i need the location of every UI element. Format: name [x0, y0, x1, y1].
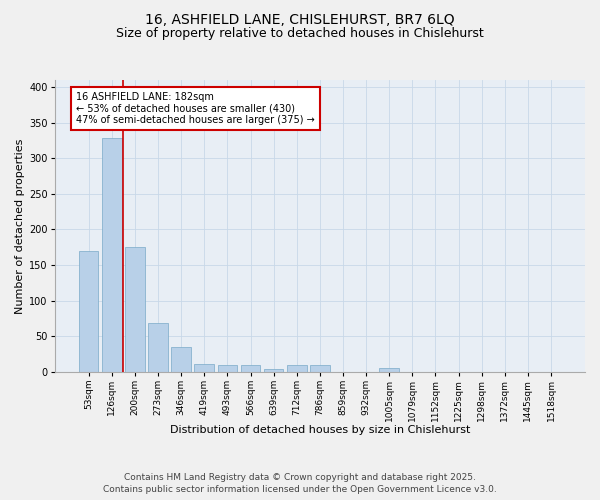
- Bar: [194, 364, 214, 372]
- Text: 16 ASHFIELD LANE: 182sqm
← 53% of detached houses are smaller (430)
47% of semi-: 16 ASHFIELD LANE: 182sqm ← 53% of detach…: [76, 92, 314, 125]
- Bar: [379, 368, 399, 372]
- Bar: [125, 247, 145, 372]
- Bar: [172, 347, 191, 372]
- Bar: [310, 364, 329, 372]
- X-axis label: Distribution of detached houses by size in Chislehurst: Distribution of detached houses by size …: [170, 425, 470, 435]
- Bar: [102, 138, 122, 372]
- Bar: [79, 251, 98, 372]
- Y-axis label: Number of detached properties: Number of detached properties: [15, 138, 25, 314]
- Text: Size of property relative to detached houses in Chislehurst: Size of property relative to detached ho…: [116, 28, 484, 40]
- Bar: [264, 369, 283, 372]
- Bar: [287, 364, 307, 372]
- Bar: [148, 324, 168, 372]
- Text: Contains HM Land Registry data © Crown copyright and database right 2025.: Contains HM Land Registry data © Crown c…: [124, 472, 476, 482]
- Bar: [241, 366, 260, 372]
- Text: Contains public sector information licensed under the Open Government Licence v3: Contains public sector information licen…: [103, 485, 497, 494]
- Bar: [218, 364, 237, 372]
- Text: 16, ASHFIELD LANE, CHISLEHURST, BR7 6LQ: 16, ASHFIELD LANE, CHISLEHURST, BR7 6LQ: [145, 12, 455, 26]
